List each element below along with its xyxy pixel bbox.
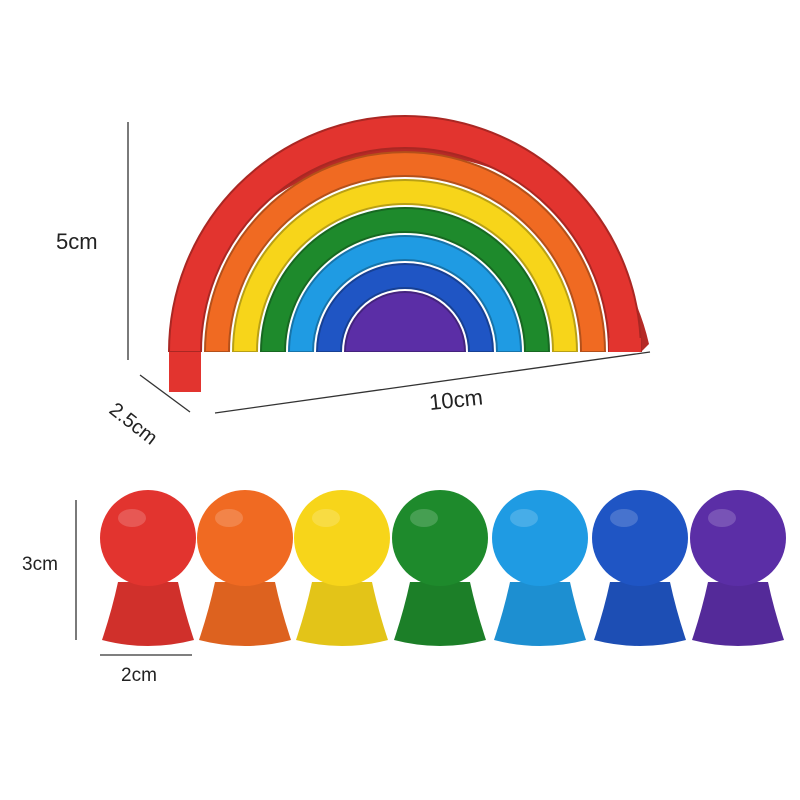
peg-highlight (215, 509, 243, 527)
peg-head (392, 490, 488, 586)
peg-height-label: 3cm (22, 554, 58, 575)
peg-head (492, 490, 588, 586)
width-label: 10cm (428, 384, 484, 414)
peg-body (296, 582, 388, 646)
peg-doll-1 (100, 490, 196, 646)
rainbow-left-foot (169, 352, 201, 392)
peg-body (692, 582, 784, 646)
peg-head (690, 490, 786, 586)
height-label: 5cm (56, 229, 98, 254)
width-dimension-line (214, 351, 651, 414)
rainbow-base-mask (165, 352, 645, 396)
peg-doll-3 (294, 490, 390, 646)
rainbow-arch-5 (287, 235, 523, 353)
rainbow-arch-2 (203, 151, 607, 353)
rainbow-right-foot (609, 338, 641, 352)
peg-highlight (610, 509, 638, 527)
peg-dolls (100, 490, 786, 646)
peg-body (102, 582, 194, 646)
peg-doll-2 (197, 490, 293, 646)
peg-highlight (118, 509, 146, 527)
peg-head (100, 490, 196, 586)
peg-doll-4 (392, 490, 488, 646)
peg-doll-7 (690, 490, 786, 646)
peg-body (494, 582, 586, 646)
peg-body (394, 582, 486, 646)
rainbow-arch-4 (259, 207, 551, 353)
peg-doll-5 (492, 490, 588, 646)
peg-doll-6 (592, 490, 688, 646)
depth-dimension-line (139, 374, 191, 413)
peg-body (199, 582, 291, 646)
depth-label: 2.5cm (105, 399, 161, 450)
peg-highlight (510, 509, 538, 527)
peg-highlight (708, 509, 736, 527)
dimension-lines (75, 122, 651, 656)
peg-width-label: 2cm (121, 665, 157, 686)
rainbow-arch-6 (315, 263, 495, 353)
peg-head (197, 490, 293, 586)
peg-highlight (312, 509, 340, 527)
rainbow-arch-3 (231, 179, 579, 353)
rainbow-stacker (165, 115, 649, 396)
peg-body (594, 582, 686, 646)
peg-head (294, 490, 390, 586)
rainbow-arch-7 (343, 291, 467, 353)
peg-highlight (410, 509, 438, 527)
peg-head (592, 490, 688, 586)
